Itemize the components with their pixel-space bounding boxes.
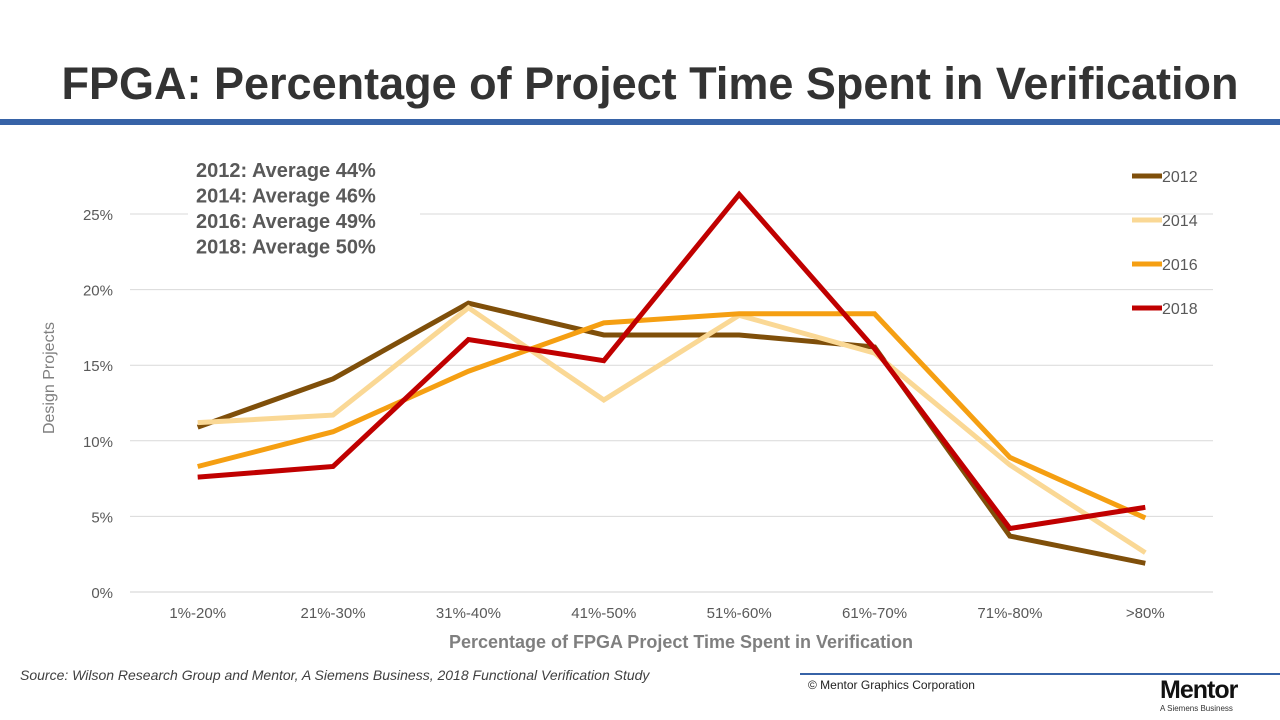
mentor-logo: Mentor A Siemens Business [1160, 676, 1270, 713]
y-tick-label: 0% [91, 585, 113, 602]
y-axis-label: Design Projects [41, 322, 58, 434]
y-tick-label: 25% [83, 207, 113, 224]
series-lines [196, 190, 1147, 566]
slide-title: FPGA: Percentage of Project Time Spent i… [61, 58, 1239, 109]
y-tick-label: 20% [83, 283, 113, 300]
average-annotations: 2012: Average 44% 2014: Average 46% 2016: … [196, 160, 376, 259]
x-tick-labels: 1%-20% 21%-30% 31%-40% 41%-50% 51%-60% 61%-70… [169, 605, 1164, 622]
legend-label: 2016 [1162, 257, 1198, 274]
x-tick-label: >80% [1126, 605, 1165, 622]
gridlines [130, 213, 1213, 593]
average-annotation: 2012: Average 44% [196, 160, 376, 182]
average-annotation: 2016: Average 49% [196, 211, 376, 233]
average-annotation: 2018: Average 50% [196, 237, 376, 259]
series-line-2012 [196, 300, 1146, 566]
series-line-2018 [197, 190, 1146, 532]
x-tick-label: 1%-20% [169, 605, 226, 622]
x-tick-label: 31%-40% [436, 605, 501, 622]
copyright-text: © Mentor Graphics Corporation [808, 678, 975, 692]
source-note: Source: Wilson Research Group and Mentor… [20, 667, 650, 683]
x-tick-label: 71%-80% [977, 605, 1042, 622]
footer-divider [800, 673, 1280, 675]
y-tick-label: 15% [83, 358, 113, 375]
logo-wordmark: Mentor [1160, 676, 1238, 704]
series-line-2016 [197, 311, 1147, 521]
x-tick-label: 21%-30% [301, 605, 366, 622]
logo-tagline: A Siemens Business [1160, 704, 1233, 713]
annotation-background [188, 155, 420, 267]
average-annotation: 2014: Average 46% [196, 186, 376, 208]
y-tick-label: 5% [91, 509, 113, 526]
x-tick-label: 51%-60% [707, 605, 772, 622]
legend-label: 2018 [1162, 301, 1198, 318]
title-divider [0, 119, 1280, 125]
line-chart: 0% 5% 10% 15% 20% 25% 1%-20% 21%-30% 31%-40% 41%… [41, 155, 1213, 652]
x-axis-label: Percentage of FPGA Project Time Spent in… [449, 632, 913, 652]
y-tick-label: 10% [83, 434, 113, 451]
y-tick-labels: 0% 5% 10% 15% 20% 25% [83, 207, 113, 602]
legend-label: 2014 [1162, 213, 1198, 230]
x-tick-label: 61%-70% [842, 605, 907, 622]
x-tick-label: 41%-50% [571, 605, 636, 622]
legend: 2012 2014 2016 2018 [1132, 169, 1198, 318]
series-line-2014 [197, 304, 1147, 555]
legend-label: 2012 [1162, 169, 1198, 186]
